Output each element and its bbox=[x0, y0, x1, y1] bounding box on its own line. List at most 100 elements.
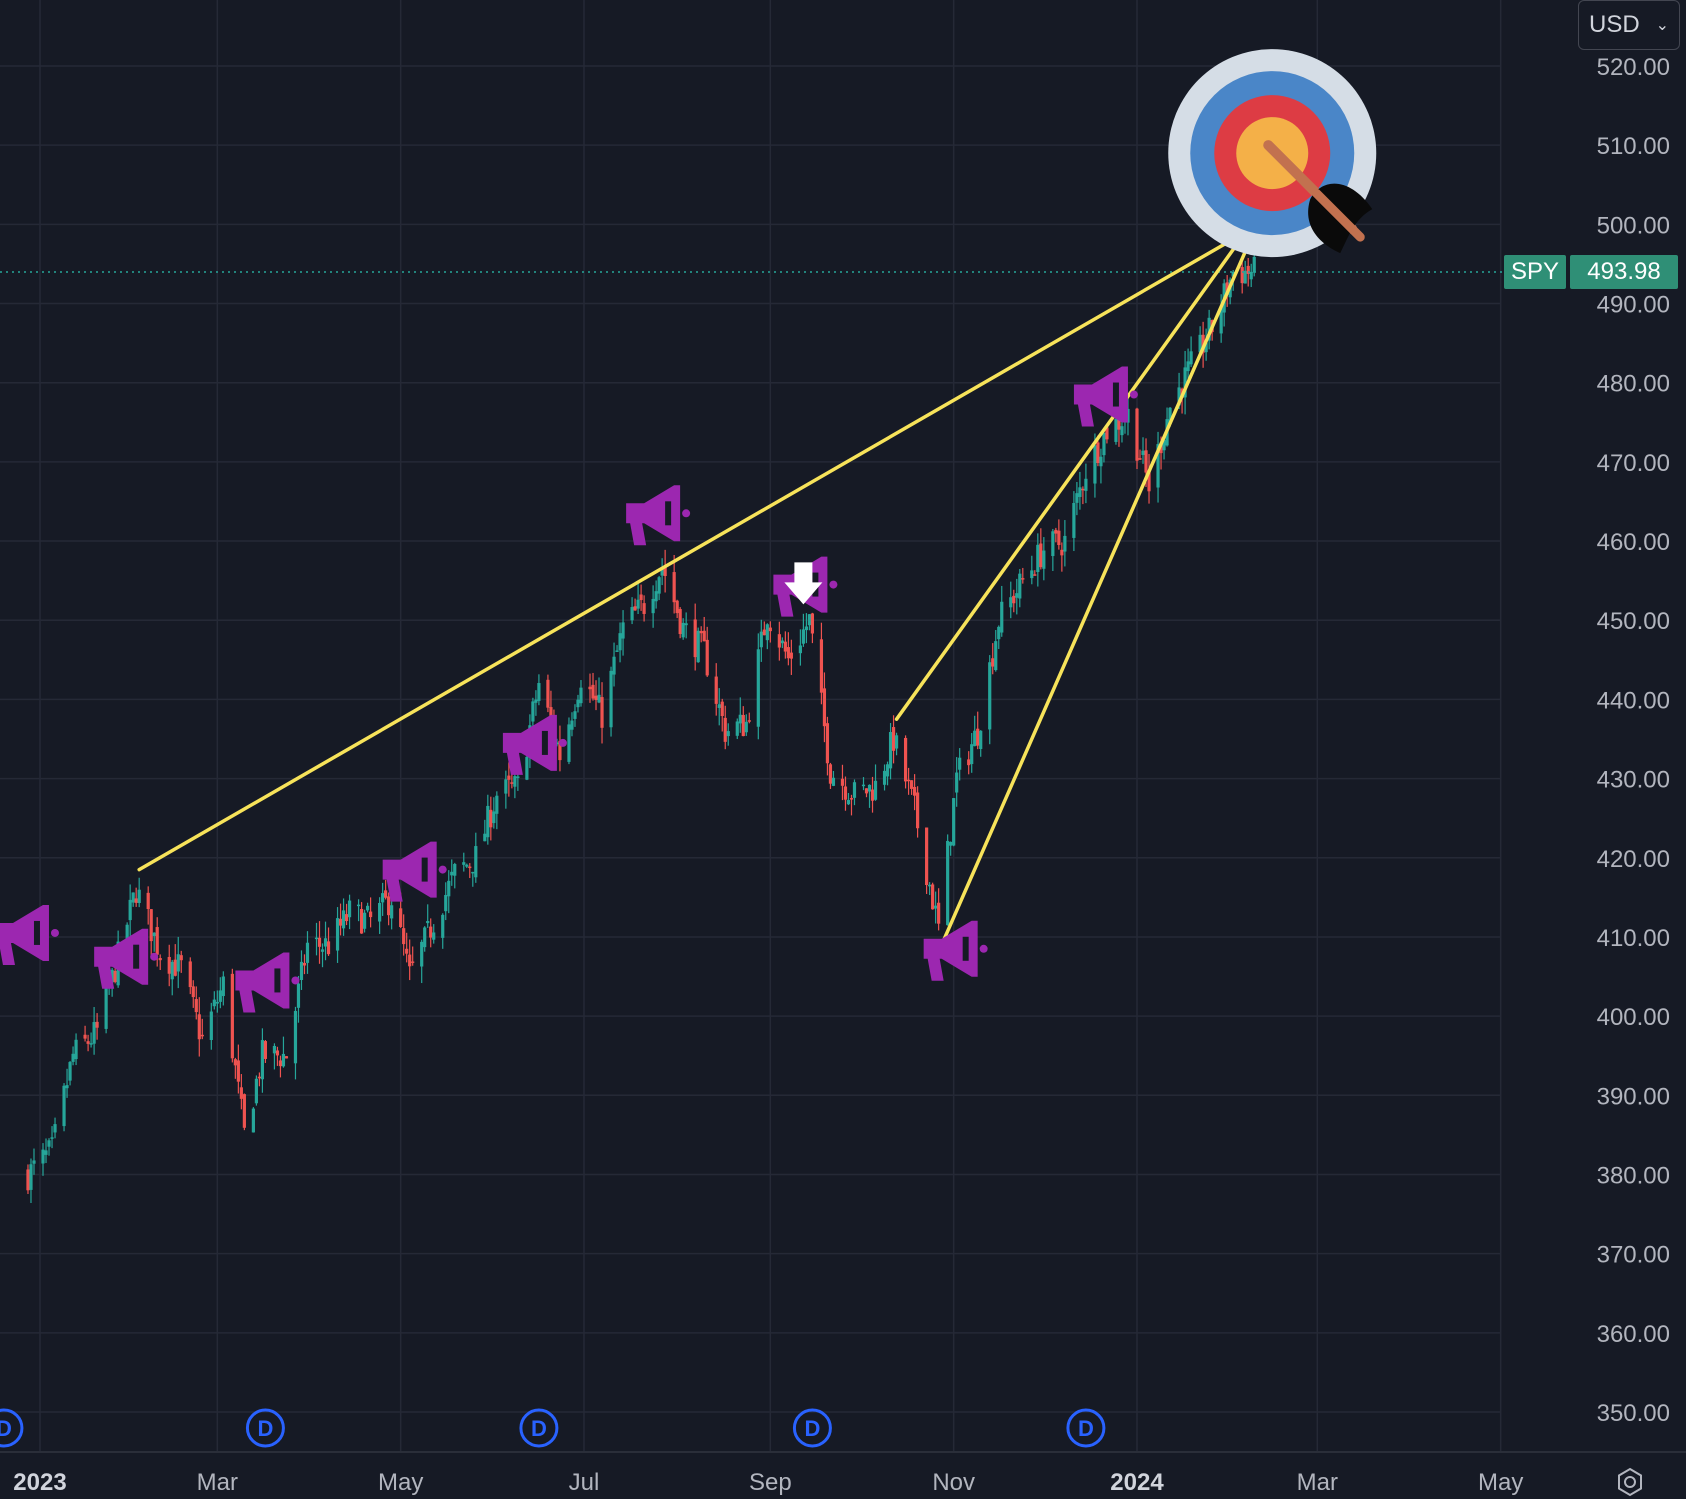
candle-body bbox=[1141, 450, 1145, 455]
candle-body bbox=[723, 717, 727, 742]
megaphone-icon[interactable] bbox=[0, 904, 59, 965]
candle-body bbox=[170, 961, 174, 980]
candle-body bbox=[994, 641, 998, 671]
time-axis[interactable]: 2023 Mar May Jul Sep Nov 2024 Mar May bbox=[0, 1451, 1686, 1496]
candle-body bbox=[570, 720, 574, 730]
candle-body bbox=[1072, 502, 1076, 538]
dividend-marker[interactable]: D bbox=[1066, 1408, 1106, 1448]
candlestick-series bbox=[26, 250, 1256, 1204]
candle-body bbox=[660, 566, 664, 576]
x-tick-label: Jul bbox=[569, 1469, 600, 1496]
candle-body bbox=[1015, 593, 1019, 598]
megaphone-icon[interactable] bbox=[1073, 366, 1138, 427]
candle-body bbox=[390, 905, 394, 919]
candle-body bbox=[1168, 407, 1172, 424]
megaphone-icon[interactable] bbox=[923, 920, 988, 981]
candle-body bbox=[125, 924, 129, 941]
candle-body bbox=[681, 622, 685, 638]
dividend-label: D bbox=[804, 1416, 820, 1441]
dividend-marker[interactable]: D bbox=[519, 1408, 559, 1448]
y-tick-label: 400.00 bbox=[1597, 1004, 1670, 1031]
candle-body bbox=[870, 789, 875, 801]
candle-body bbox=[89, 1043, 93, 1045]
trend-lines[interactable] bbox=[137, 222, 1259, 947]
candle-body bbox=[326, 941, 331, 955]
trend-line[interactable] bbox=[939, 222, 1259, 947]
candle-body bbox=[684, 623, 688, 626]
candle-body bbox=[597, 694, 601, 703]
candle-body bbox=[949, 841, 953, 846]
candle-body bbox=[744, 721, 748, 733]
candle-body bbox=[759, 631, 763, 648]
settings-gear-icon[interactable] bbox=[1613, 1465, 1647, 1499]
megaphone-icon[interactable] bbox=[382, 841, 447, 902]
candle-body bbox=[384, 890, 388, 898]
candle-body bbox=[359, 909, 364, 934]
candle-body bbox=[191, 986, 195, 998]
y-tick-label: 390.00 bbox=[1597, 1083, 1670, 1110]
candle-body bbox=[861, 784, 866, 787]
y-tick-label: 370.00 bbox=[1597, 1242, 1670, 1269]
candle-body bbox=[420, 941, 424, 967]
down-arrow-icon[interactable] bbox=[784, 562, 823, 605]
candle-body bbox=[278, 1060, 283, 1067]
currency-selector[interactable]: USD ⌄ bbox=[1578, 0, 1680, 50]
candle-body bbox=[1096, 442, 1100, 464]
candle-body bbox=[852, 782, 857, 798]
candle-body bbox=[426, 921, 430, 924]
candle-body bbox=[1078, 487, 1082, 497]
megaphone-sound bbox=[979, 944, 988, 953]
megaphone-sound bbox=[1129, 390, 1138, 399]
trend-line[interactable] bbox=[137, 230, 1247, 872]
down-arrow-shape bbox=[784, 562, 823, 605]
candle-body bbox=[149, 909, 153, 942]
candle-body bbox=[573, 711, 577, 719]
candle-body bbox=[302, 962, 307, 966]
candle-body bbox=[705, 639, 709, 676]
candle-body bbox=[131, 892, 135, 903]
dividend-circle bbox=[519, 1408, 559, 1448]
candle-body bbox=[1243, 270, 1247, 284]
candle-body bbox=[507, 775, 511, 780]
megaphone-icon[interactable] bbox=[94, 928, 159, 989]
candle-body bbox=[158, 958, 162, 961]
dividend-marker[interactable]: D bbox=[245, 1408, 285, 1448]
candle-body bbox=[444, 894, 448, 912]
candle-body bbox=[1156, 444, 1160, 488]
candle-body bbox=[612, 656, 616, 675]
target-icon[interactable] bbox=[1168, 49, 1377, 258]
candle-body bbox=[717, 704, 721, 708]
y-tick-label: 450.00 bbox=[1597, 608, 1670, 635]
candle-body bbox=[789, 652, 793, 659]
candle-body bbox=[819, 639, 824, 693]
candle-body bbox=[1189, 351, 1193, 365]
dividend-marker[interactable]: D bbox=[792, 1408, 832, 1448]
candle-body bbox=[549, 707, 553, 721]
annotation-markers[interactable] bbox=[0, 49, 1377, 1013]
candle-body bbox=[804, 626, 808, 631]
candle-body bbox=[188, 961, 192, 988]
megaphone-icon[interactable] bbox=[235, 952, 300, 1013]
candle-body bbox=[513, 776, 517, 787]
candle-body bbox=[495, 795, 499, 814]
y-tick-label: 510.00 bbox=[1597, 133, 1670, 160]
x-tick-label: 2024 bbox=[1110, 1469, 1164, 1496]
candle-body bbox=[810, 613, 815, 634]
candle-body bbox=[636, 599, 640, 609]
price-axis[interactable]: 520.00 510.00 500.00 490.00 480.00 470.00 460.… bbox=[1597, 54, 1670, 1427]
trend-line[interactable] bbox=[894, 222, 1253, 721]
candle-body bbox=[341, 910, 346, 929]
megaphone-icon[interactable] bbox=[626, 485, 691, 546]
dividend-marker[interactable]: D bbox=[0, 1408, 24, 1448]
candle-body bbox=[867, 784, 872, 792]
megaphone-icon[interactable] bbox=[502, 714, 567, 775]
y-tick-label: 490.00 bbox=[1597, 292, 1670, 319]
megaphone-sound bbox=[829, 580, 838, 589]
candle-body bbox=[735, 721, 739, 736]
candle-body bbox=[1009, 597, 1013, 608]
y-tick-label: 350.00 bbox=[1597, 1400, 1670, 1427]
candle-body bbox=[1114, 418, 1118, 442]
candle-body bbox=[591, 684, 595, 699]
